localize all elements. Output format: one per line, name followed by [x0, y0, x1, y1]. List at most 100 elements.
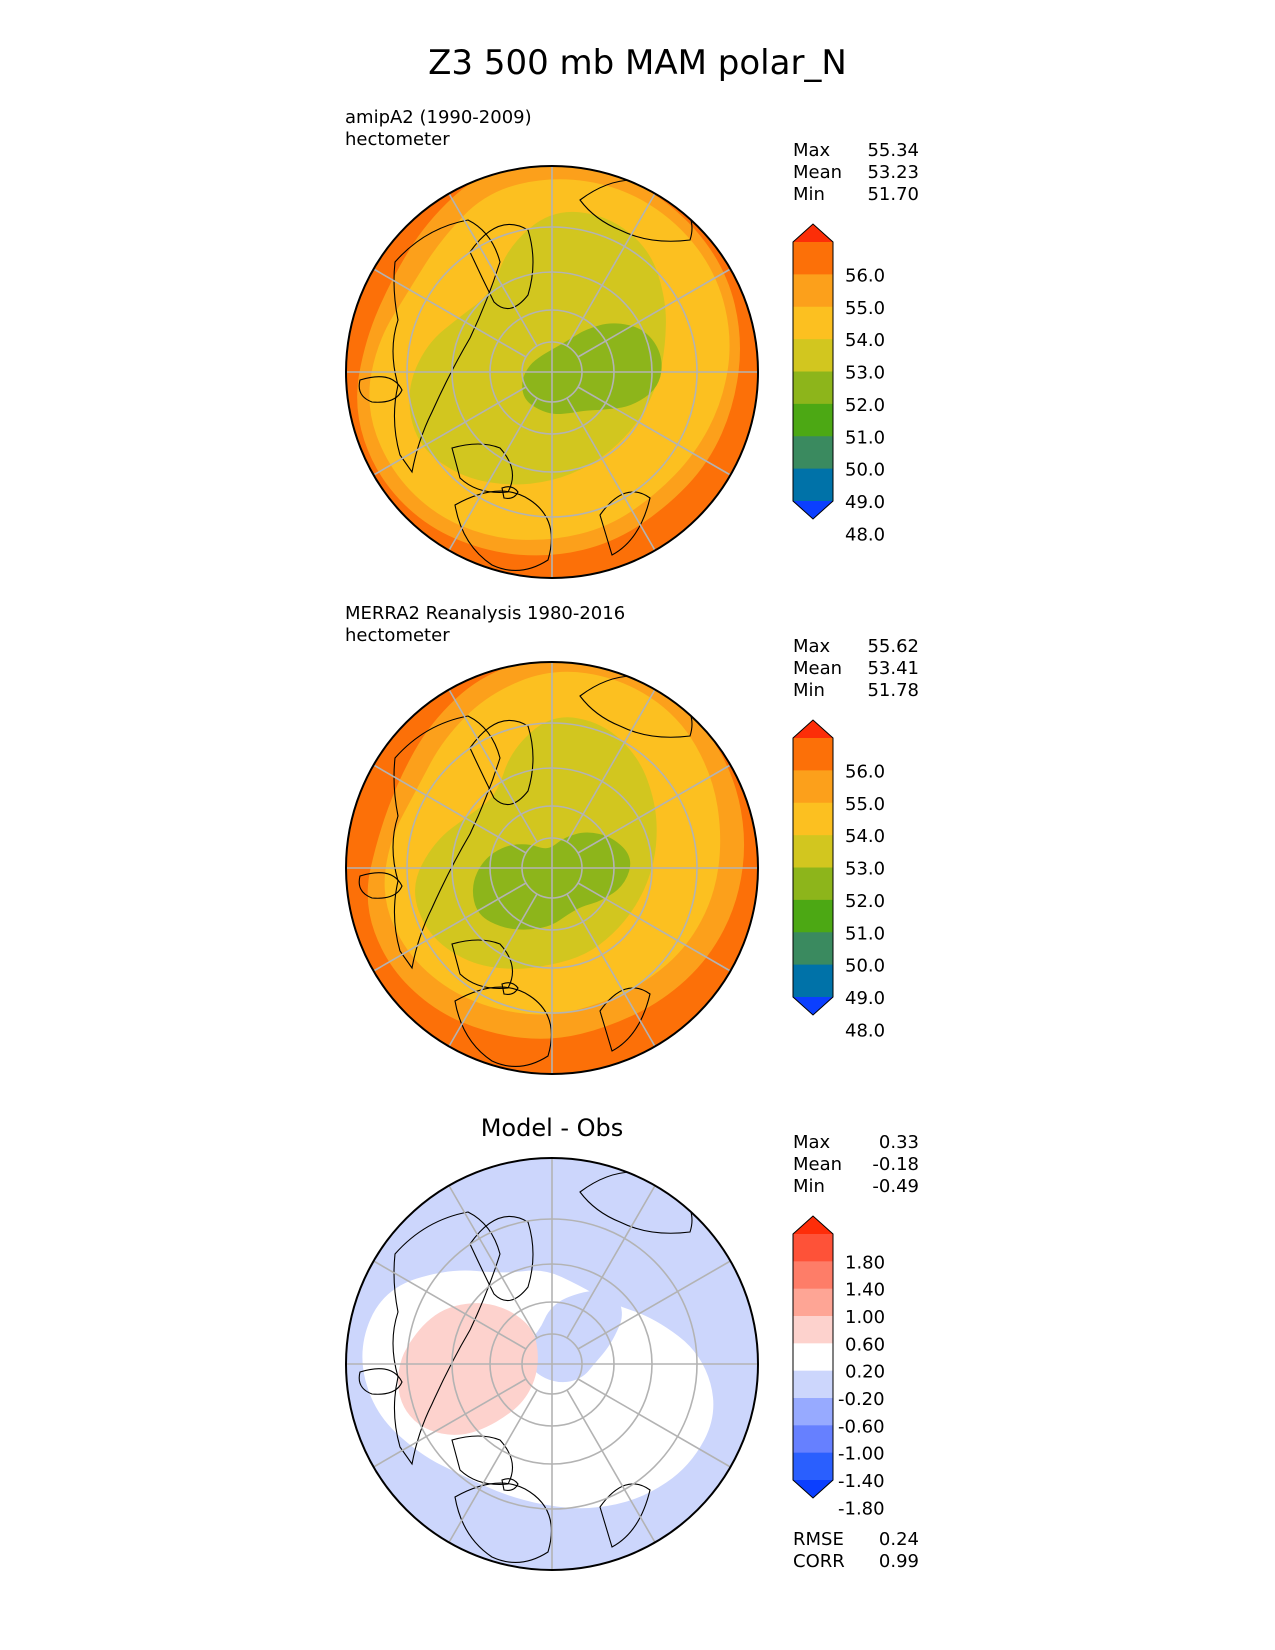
colorbar-tick-label: 54.0: [845, 826, 885, 847]
stat-label-max: Max: [793, 1132, 831, 1153]
colorbar-segment: [793, 1370, 833, 1399]
meridian-5: [373, 1378, 527, 1468]
map-boundary: [345, 661, 759, 1075]
stat-value-max: 0.33: [879, 1132, 919, 1153]
meridian-8: [448, 1185, 538, 1339]
metric-label-rmse: RMSE: [793, 1529, 844, 1550]
panel-header-1: amipA2 (1990-2009)hectometer: [345, 107, 532, 150]
colorbar-segment: [793, 1288, 833, 1317]
figure-title: Z3 500 mb MAM polar_N: [428, 43, 847, 83]
panel-label: MERRA2 Reanalysis 1980-2016: [345, 603, 625, 624]
map-field: [346, 166, 758, 578]
colorbar-tick-label: 50.0: [845, 460, 885, 481]
colorbar-outline: [792, 223, 834, 520]
meridian-11: [577, 764, 731, 854]
colorbar-tick-label: -0.60: [838, 1416, 885, 1437]
colorbar-tick-label: 49.0: [845, 988, 885, 1009]
map-field: [346, 1158, 758, 1570]
contour-fill-2: [526, 1290, 622, 1383]
stat-label-mean: Mean: [793, 162, 842, 183]
metrics-block: RMSE 0.24 CORR 0.99: [793, 1529, 919, 1572]
stat-value-mean: -0.18: [872, 1154, 919, 1175]
meridian-2: [566, 397, 656, 551]
colorbar-2: 56.0 55.0 54.0 53.0 52.0 51.0 50.0 49.0 48.0: [792, 719, 885, 1041]
colorbar-segment: [793, 371, 833, 405]
colorbar-segment: [793, 899, 833, 933]
graticule: [346, 662, 758, 1074]
stat-value-max: 55.34: [867, 140, 919, 161]
colorbar-segment: [793, 770, 833, 804]
stat-label-min: Min: [793, 680, 825, 701]
panel-units: hectometer: [345, 625, 450, 646]
meridian-11: [577, 1260, 731, 1350]
colorbar-tick-label: 55.0: [845, 794, 885, 815]
colorbar-segment: [793, 835, 833, 868]
colorbar-tick-label: 56.0: [845, 265, 885, 286]
colorbar-tick-label: 52.0: [845, 395, 885, 416]
stat-label-max: Max: [793, 636, 831, 657]
panel-units: hectometer: [345, 129, 450, 150]
meridian-10: [566, 689, 656, 843]
meridian-7: [373, 1260, 527, 1350]
map-panel-2: [345, 661, 759, 1075]
meridian-7: [373, 268, 527, 358]
colorbar-segment: [793, 242, 833, 275]
colorbar-segment: [793, 738, 833, 771]
colorbar-segment: [793, 436, 833, 470]
stat-value-min: 51.78: [867, 680, 919, 701]
colorbar-tick-label: -1.00: [838, 1444, 885, 1465]
colorbar-tick-label: 48.0: [845, 1020, 885, 1041]
meridian-11: [577, 268, 731, 358]
colorbar-extend-min: [793, 997, 833, 1015]
colorbar-segment: [793, 306, 833, 340]
colorbar-tick-label: 1.80: [845, 1252, 885, 1273]
colorbar-tick-label: -0.20: [838, 1389, 885, 1410]
graticule: [346, 1158, 758, 1570]
meridian-8: [448, 689, 538, 843]
colorbar-tick-label: -1.40: [838, 1471, 885, 1492]
colorbar-segment: [793, 1398, 833, 1426]
colorbar-tick-label: 52.0: [845, 891, 885, 912]
meridian-5: [373, 882, 527, 972]
meridian-4: [448, 397, 538, 551]
contour-fill-4: [522, 323, 662, 415]
panel-header-3: Model - Obs: [481, 1114, 624, 1142]
meridian-5: [373, 386, 527, 476]
meridian-1: [577, 386, 731, 476]
stat-value-mean: 53.23: [867, 162, 919, 183]
colorbar-extend-max: [793, 224, 833, 242]
meridian-10: [566, 1185, 656, 1339]
stat-label-max: Max: [793, 140, 831, 161]
colorbar-tick-label: 54.0: [845, 330, 885, 351]
colorbar-tick-label: 49.0: [845, 492, 885, 513]
colorbar-extend-max: [793, 1216, 833, 1234]
colorbar-tick-label: 50.0: [845, 956, 885, 977]
colorbar-tick-label: 53.0: [845, 859, 885, 880]
stat-label-mean: Mean: [793, 658, 842, 679]
meridian-8: [448, 193, 538, 347]
meridian-10: [566, 193, 656, 347]
metric-value-rmse: 0.24: [879, 1529, 919, 1550]
meridian-1: [577, 882, 731, 972]
stat-label-mean: Mean: [793, 1154, 842, 1175]
colorbar-extend-min: [793, 1480, 833, 1498]
colorbar-segment: [793, 1261, 833, 1290]
colorbar-tick-label: 56.0: [845, 761, 885, 782]
map-panel-3: [345, 1157, 759, 1571]
stat-value-mean: 53.41: [867, 658, 919, 679]
colorbar-segment: [793, 1316, 833, 1344]
stat-value-max: 55.62: [867, 636, 919, 657]
colorbar-segment: [793, 802, 833, 836]
map-boundary: [345, 1157, 759, 1571]
metric-label-corr: CORR: [793, 1551, 845, 1572]
colorbar-extend-max: [793, 720, 833, 738]
map-boundary: [345, 165, 759, 579]
colorbar-tick-label: 1.00: [845, 1307, 885, 1328]
map-panel-1: [345, 165, 759, 579]
colorbar-outline: [792, 719, 834, 1016]
stat-value-min: 51.70: [867, 184, 919, 205]
stats-block-1: Max 55.34 Mean 53.23 Min 51.70: [793, 140, 919, 205]
stat-label-min: Min: [793, 184, 825, 205]
